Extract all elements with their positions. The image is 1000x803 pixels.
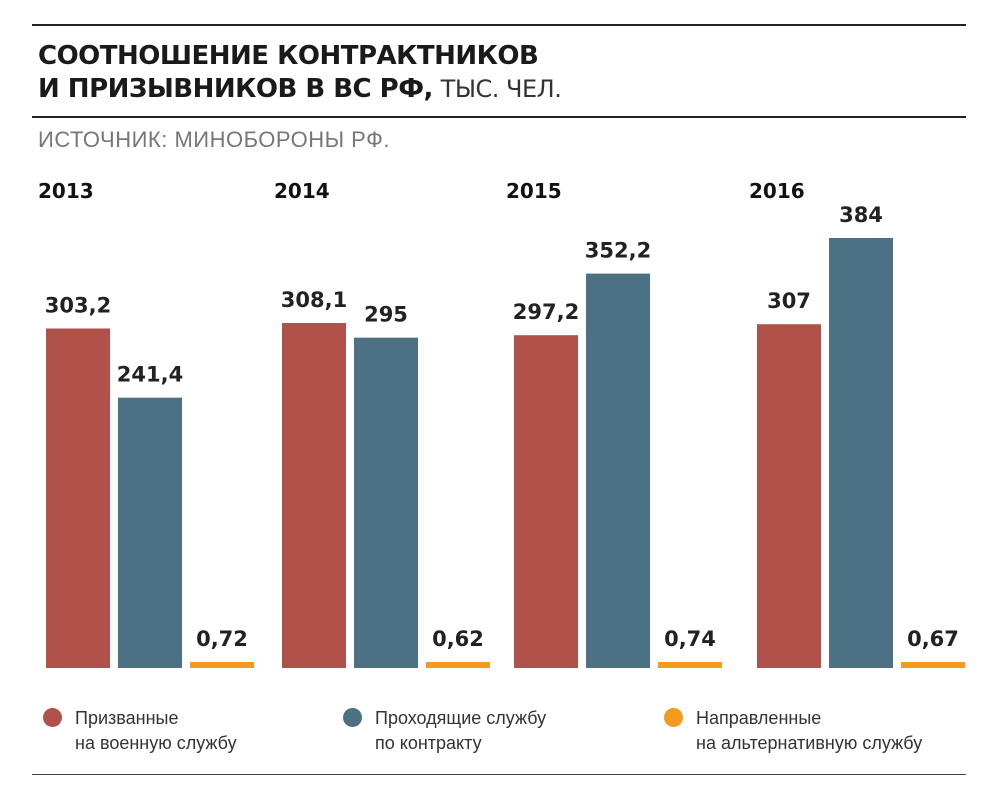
legend-swatch-conscripts — [43, 708, 62, 727]
value-label-contract-2016: 384 — [839, 203, 883, 227]
title-rule — [32, 116, 966, 118]
title-line-1: СООТНОШЕНИЕ КОНТРАКТНИКОВ — [38, 41, 539, 71]
legend-label-alternative-2: на альтернативную службу — [696, 733, 923, 753]
value-label-alternative-2015: 0,74 — [664, 627, 716, 651]
year-label-2014: 2014 — [274, 179, 330, 203]
value-label-conscripts-2013: 303,2 — [45, 293, 111, 317]
value-label-alternative-2014: 0,62 — [432, 627, 484, 651]
bar-conscripts-2013 — [46, 328, 110, 668]
legend-swatch-alternative — [664, 708, 683, 727]
bar-conscripts-2014 — [282, 322, 346, 668]
title-unit: ТЫС. ЧЕЛ. — [440, 75, 562, 103]
value-label-conscripts-2015: 297,2 — [513, 300, 579, 324]
value-label-alternative-2016: 0,67 — [907, 627, 959, 651]
bar-alternative-2014 — [426, 662, 490, 668]
bar-contract-2016 — [829, 238, 893, 668]
title-line-2: И ПРИЗЫВНИКОВ В ВС РФ, — [38, 74, 433, 104]
year-label-2016: 2016 — [749, 179, 805, 203]
value-label-contract-2015: 352,2 — [585, 239, 651, 263]
legend-item-conscripts: Призванные на военную службу — [43, 706, 237, 756]
legend-label-conscripts-1: Призванные — [75, 708, 179, 728]
bar-contract-2013 — [118, 397, 182, 668]
value-label-conscripts-2016: 307 — [767, 289, 811, 313]
value-label-alternative-2013: 0,72 — [196, 627, 248, 651]
legend-label-contract-1: Проходящие службу — [375, 708, 547, 728]
legend-swatch-contract — [343, 708, 362, 727]
legend-label-contract-2: по контракту — [375, 733, 482, 753]
source-note: ИСТОЧНИК: МИНОБОРОНЫ РФ. — [38, 127, 390, 152]
bar-contract-2015 — [586, 273, 650, 668]
year-label-2015: 2015 — [506, 179, 562, 203]
legend-item-alternative: Направленные на альтернативную службу — [664, 706, 922, 756]
bar-conscripts-2015 — [514, 335, 578, 668]
bottom-rule — [32, 774, 966, 775]
legend-label-conscripts-2: на военную службу — [75, 733, 237, 753]
value-label-conscripts-2014: 308,1 — [281, 288, 347, 312]
chart-title: СООТНОШЕНИЕ КОНТРАКТНИКОВ И ПРИЗЫВНИКОВ … — [38, 40, 562, 106]
bar-conscripts-2016 — [757, 324, 821, 668]
value-label-contract-2013: 241,4 — [117, 363, 183, 387]
bar-alternative-2016 — [901, 662, 965, 668]
legend-item-contract: Проходящие службу по контракту — [343, 706, 546, 756]
bar-chart: 2013 303,2 241,4 0,72 2014 308,1 295 0,62 2015 29… — [38, 179, 965, 668]
legend-label-alternative-1: Направленные — [696, 708, 822, 728]
bar-alternative-2015 — [658, 662, 722, 668]
bar-contract-2014 — [354, 337, 418, 668]
value-label-contract-2014: 295 — [364, 303, 408, 327]
bar-alternative-2013 — [190, 662, 254, 668]
top-rule — [32, 24, 966, 26]
year-label-2013: 2013 — [38, 179, 94, 203]
